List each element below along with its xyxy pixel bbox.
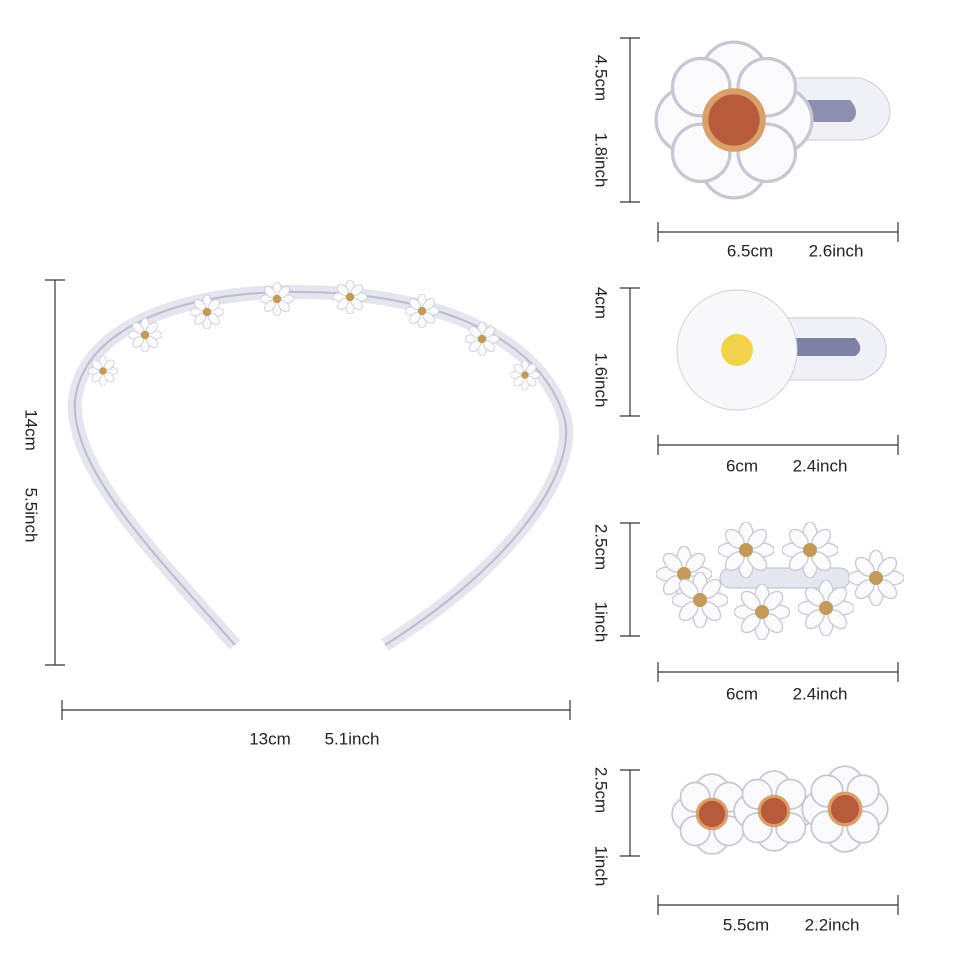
height-inch: 5.5inch <box>22 488 41 543</box>
width-inch: 2.6inch <box>809 241 864 260</box>
daisy <box>333 280 367 314</box>
width-inch: 2.4inch <box>793 456 848 475</box>
width-cm: 13cm <box>249 729 291 748</box>
daisy <box>510 360 540 390</box>
height-cm: 2.5cm <box>592 524 611 570</box>
clip-image <box>656 522 904 640</box>
width-cm: 6cm <box>726 456 758 475</box>
height-inch: 1inch <box>592 602 611 643</box>
width-cm: 6.5cm <box>727 241 773 260</box>
height-cm: 14cm <box>22 409 41 451</box>
headband <box>67 280 574 651</box>
daisy <box>190 295 224 329</box>
daisy <box>718 522 774 578</box>
daisy <box>465 322 499 356</box>
daisy <box>405 294 439 328</box>
width-cm: 6cm <box>726 684 758 703</box>
daisy <box>672 572 728 628</box>
clip-image <box>676 289 887 411</box>
width-inch: 2.2inch <box>805 915 860 934</box>
daisy <box>260 282 294 316</box>
daisy <box>848 550 904 606</box>
height-inch: 1inch <box>592 846 611 887</box>
height-cm: 4cm <box>592 287 611 319</box>
width-inch: 2.4inch <box>793 684 848 703</box>
width-inch: 5.1inch <box>325 729 380 748</box>
height-cm: 2.5cm <box>592 767 611 813</box>
width-cm: 5.5cm <box>723 915 769 934</box>
flower <box>656 42 812 198</box>
daisy <box>734 584 790 640</box>
height-inch: 1.8inch <box>592 133 611 188</box>
height-cm: 4.5cm <box>592 55 611 101</box>
height-inch: 1.6inch <box>592 353 611 408</box>
clip-dimensions: 4.5cm 1.8inch 6.5cm 2.6inch 4cm 1.6inch 6cm 2.4… <box>592 37 899 934</box>
clip-image <box>670 764 890 856</box>
daisy <box>798 580 854 636</box>
clip-image <box>656 42 891 198</box>
daisy <box>88 356 118 386</box>
daisy <box>782 522 838 578</box>
daisy <box>128 318 162 352</box>
flower <box>800 764 890 854</box>
